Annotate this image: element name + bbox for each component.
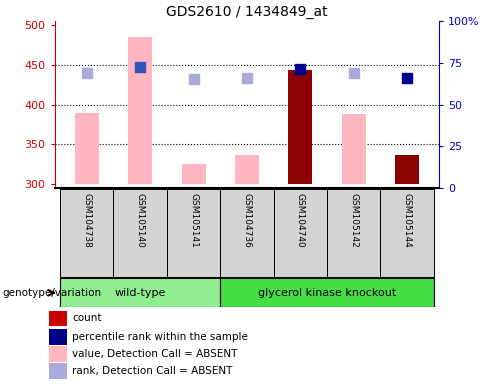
Bar	[327, 189, 381, 277]
Bar	[288, 70, 312, 184]
Bar	[128, 37, 152, 184]
Point	[243, 74, 251, 81]
Point	[190, 76, 198, 82]
Bar	[381, 189, 434, 277]
Text: count: count	[73, 313, 102, 323]
Text: genotype/variation: genotype/variation	[2, 288, 102, 298]
Text: wild-type: wild-type	[114, 288, 166, 298]
Bar	[274, 189, 327, 277]
Point	[403, 74, 411, 81]
Bar	[75, 113, 99, 184]
Bar	[342, 114, 366, 184]
Text: GSM104736: GSM104736	[243, 194, 251, 248]
Text: glycerol kinase knockout: glycerol kinase knockout	[258, 288, 396, 298]
Bar	[49, 346, 66, 362]
Text: percentile rank within the sample: percentile rank within the sample	[73, 332, 248, 342]
Point	[296, 66, 304, 72]
Bar	[49, 329, 66, 345]
Text: GSM105141: GSM105141	[189, 194, 198, 248]
Bar	[167, 189, 220, 277]
Point	[83, 70, 91, 76]
Bar	[182, 164, 205, 184]
Bar	[60, 278, 220, 307]
Text: GSM105142: GSM105142	[349, 194, 358, 248]
Text: GSM105140: GSM105140	[136, 194, 144, 248]
Text: GSM104738: GSM104738	[82, 194, 91, 248]
Bar	[113, 189, 167, 277]
Bar	[220, 189, 274, 277]
Point	[350, 70, 358, 76]
Bar	[395, 155, 419, 184]
Text: GSM105144: GSM105144	[403, 194, 412, 248]
Bar	[49, 363, 66, 379]
Bar	[60, 189, 113, 277]
Bar	[235, 155, 259, 184]
Text: GSM104740: GSM104740	[296, 194, 305, 248]
Text: value, Detection Call = ABSENT: value, Detection Call = ABSENT	[73, 349, 238, 359]
Point	[136, 64, 144, 70]
Bar	[220, 278, 434, 307]
Title: GDS2610 / 1434849_at: GDS2610 / 1434849_at	[166, 5, 328, 19]
Bar	[49, 311, 66, 326]
Text: rank, Detection Call = ABSENT: rank, Detection Call = ABSENT	[73, 366, 233, 376]
